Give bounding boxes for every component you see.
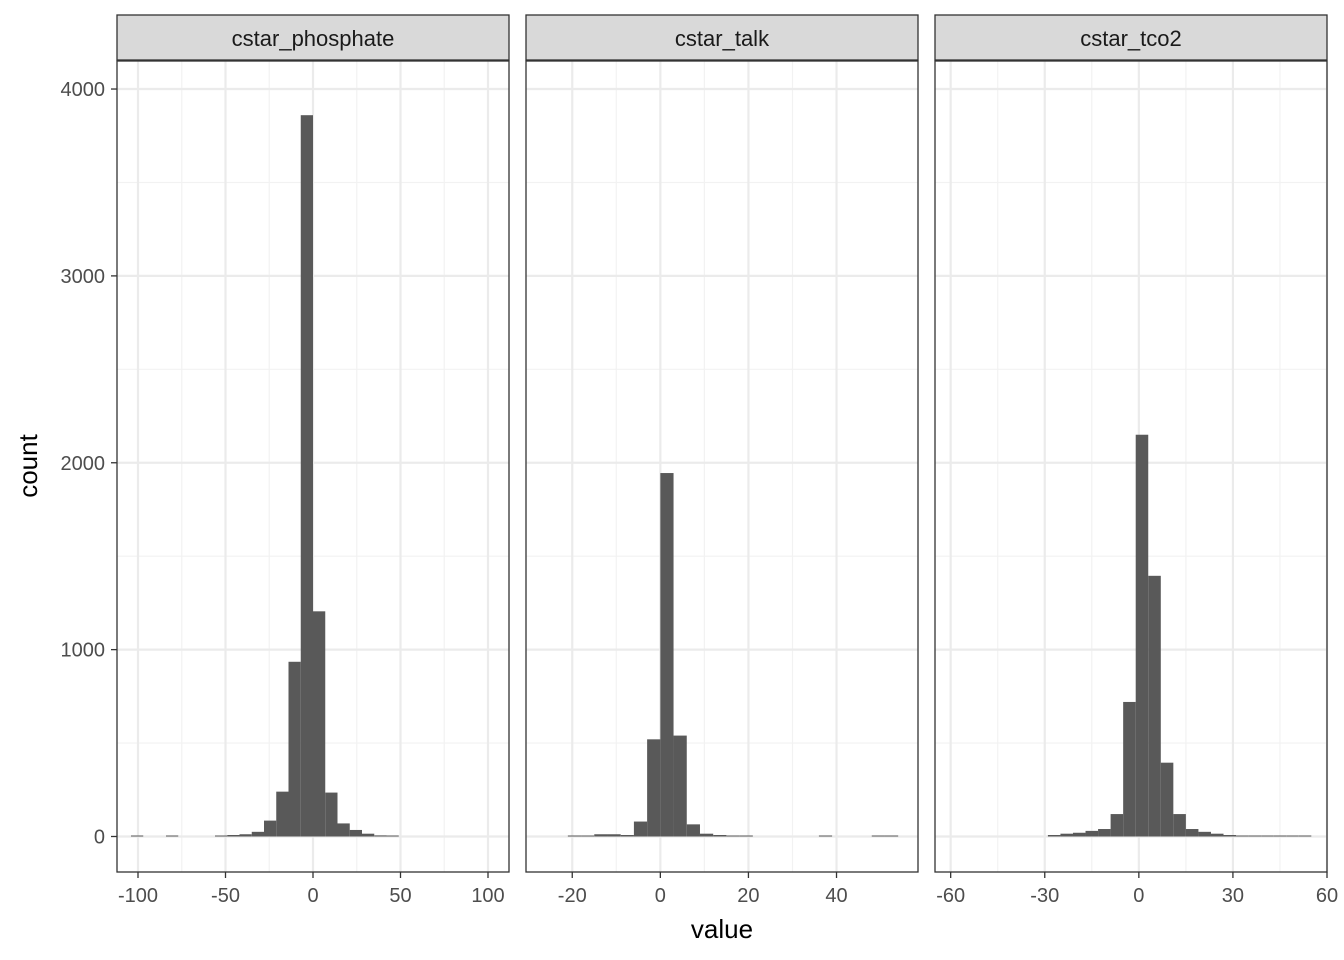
histogram-bar	[1085, 830, 1099, 837]
histogram-bar	[739, 835, 753, 837]
y-tick-label: 0	[94, 826, 105, 848]
x-tick-label: -60	[936, 885, 965, 907]
facet-panel-cstar_tco2: cstar_tco2 -60 -30 0 30 60	[934, 14, 1338, 907]
histogram-bar	[264, 820, 277, 837]
x-tick-label: -20	[558, 885, 587, 907]
x-tick-label: -50	[211, 885, 240, 907]
histogram-bar	[647, 739, 661, 837]
histogram-bar	[239, 834, 252, 837]
histogram-bar	[686, 824, 700, 837]
histogram-bar	[1248, 835, 1262, 837]
x-axis-title: value	[691, 914, 753, 944]
histogram-bar	[1123, 701, 1136, 837]
histogram-bar	[300, 115, 313, 837]
histogram-bar	[726, 835, 740, 837]
x-tick-label: 40	[825, 885, 847, 907]
histogram-bar	[660, 473, 674, 837]
histogram-bar	[337, 823, 350, 837]
histogram-bar	[884, 835, 899, 837]
histogram-bar	[567, 835, 582, 837]
histogram-bar	[1148, 575, 1161, 837]
histogram-bar	[1273, 835, 1287, 837]
histogram-bar	[581, 835, 595, 837]
histogram-bar	[227, 835, 240, 837]
histogram-bar	[633, 821, 648, 837]
histogram-bar	[313, 611, 326, 837]
histogram-bar	[620, 835, 634, 837]
histogram-bar	[1298, 835, 1312, 837]
histogram-bar	[818, 835, 833, 837]
facet-panel-cstar_talk: cstar_talk -20 0 20 40	[525, 14, 919, 907]
histogram-bar	[1060, 833, 1073, 837]
x-tick-label: -100	[118, 885, 158, 907]
y-tick-label: 1000	[61, 640, 106, 662]
histogram-bar	[374, 835, 387, 837]
histogram-bar	[1210, 833, 1224, 837]
x-tick-label: -30	[1030, 885, 1059, 907]
x-tick-label: 30	[1222, 885, 1244, 907]
x-tick-label: 0	[307, 885, 318, 907]
facet-strip-label: cstar_talk	[675, 26, 770, 51]
y-tick-label: 3000	[61, 266, 106, 288]
histogram-bar	[1223, 835, 1237, 837]
histogram-bar	[1286, 835, 1299, 837]
y-axis: 0 1000 2000 3000 4000	[61, 79, 117, 848]
histogram-bar	[325, 792, 338, 837]
histogram-bar	[251, 831, 264, 837]
histogram-bar	[1160, 762, 1174, 837]
histogram-bar	[594, 834, 608, 837]
facet-panel-cstar_phosphate: cstar_phosphate -100 -50 0 50 100	[116, 14, 510, 907]
histogram-bar	[673, 735, 687, 837]
y-tick-label: 2000	[61, 453, 106, 475]
histogram-bar	[1047, 835, 1061, 837]
x-tick-label: 0	[655, 885, 666, 907]
histogram-bar	[1135, 434, 1149, 837]
y-axis-title: count	[13, 433, 43, 497]
facet-strip	[116, 14, 510, 61]
panel-background	[526, 61, 918, 872]
histogram-bar	[607, 834, 621, 837]
x-tick-label: 0	[1133, 885, 1144, 907]
x-tick-label: 50	[389, 885, 411, 907]
histogram-bar	[349, 829, 362, 837]
facet-strip-label: cstar_phosphate	[232, 26, 395, 51]
histogram-bar	[166, 835, 179, 837]
facet-strip-label: cstar_tco2	[1080, 26, 1182, 51]
histogram-bar	[215, 835, 228, 837]
histogram-bar	[276, 791, 289, 837]
histogram-bar	[699, 833, 714, 837]
histogram-bar	[386, 835, 399, 837]
histogram-bar	[1261, 835, 1274, 837]
histogram-bar	[362, 833, 375, 837]
histogram-bar	[1185, 829, 1199, 837]
facet-strip	[525, 14, 919, 61]
histogram-bar	[871, 835, 885, 837]
histogram-bar	[131, 835, 144, 837]
histogram-bar	[288, 661, 301, 837]
facet-strip	[934, 14, 1328, 61]
x-tick-label: 100	[471, 885, 504, 907]
histogram-bar	[1173, 814, 1186, 837]
histogram-bar	[1072, 832, 1086, 837]
y-tick-label: 4000	[61, 79, 106, 101]
histogram-bar	[1198, 831, 1211, 837]
histogram-bar	[713, 835, 727, 837]
histogram-bar	[1110, 814, 1124, 837]
x-tick-label: 20	[737, 885, 759, 907]
x-tick-label: 60	[1316, 885, 1338, 907]
histogram-bar	[1236, 835, 1249, 837]
histogram-bar	[1098, 829, 1111, 837]
